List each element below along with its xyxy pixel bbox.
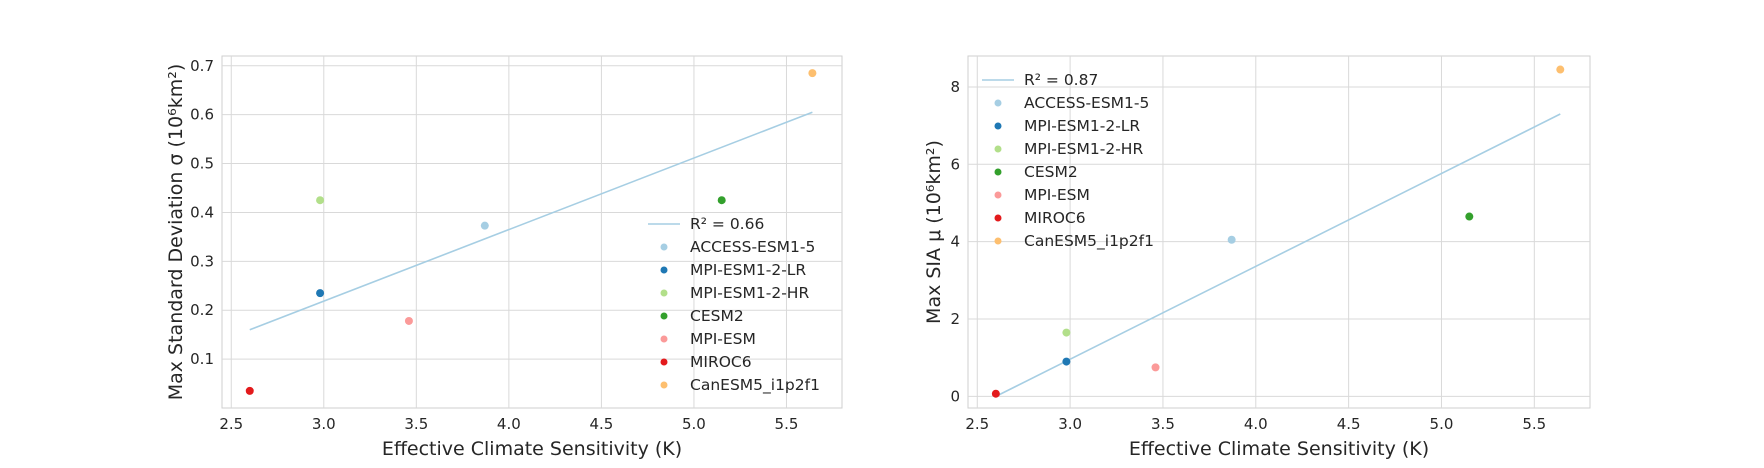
x-tick-label: 5.5 <box>1522 415 1546 433</box>
x-tick-label: 3.0 <box>312 415 336 433</box>
legend-entry-label: CESM2 <box>1024 163 1078 181</box>
legend-entry-label: MPI-ESM <box>690 330 756 348</box>
data-point <box>717 196 726 205</box>
y-tick-label: 8 <box>950 78 960 96</box>
data-point <box>316 289 325 298</box>
legend-marker <box>994 214 1002 222</box>
legend-marker <box>660 289 668 297</box>
legend-marker <box>994 145 1002 153</box>
x-tick-label: 4.0 <box>1244 415 1268 433</box>
regression-line <box>995 113 1561 398</box>
y-tick-label: 0.6 <box>190 106 214 124</box>
right-chart-panel: 2.5 3.0 3.5 4.0 4.5 5.0 5.5 0 2 4 6 8 Effective Clim… <box>923 55 1591 460</box>
legend-entry-label: MPI-ESM1-2-LR <box>690 261 806 279</box>
x-tick-label: 2.5 <box>219 415 243 433</box>
data-point <box>1465 212 1474 221</box>
x-tick-label: 4.5 <box>589 415 613 433</box>
data-point <box>1556 65 1565 74</box>
x-axis-label: Effective Climate Sensitivity (K) <box>382 438 682 460</box>
legend-marker <box>660 381 668 389</box>
legend-fit-label: R² = 0.66 <box>690 215 764 233</box>
legend-entry-label: CanESM5_i1p2f1 <box>1024 232 1154 251</box>
data-point <box>1062 357 1071 366</box>
data-point <box>1151 363 1160 372</box>
legend-marker <box>660 243 668 251</box>
data-point <box>245 386 254 395</box>
x-tick-label: 3.0 <box>1058 415 1082 433</box>
left-chart-panel: 2.5 3.0 3.5 4.0 4.5 5.0 5.5 0.1 0.2 0.3 0.4 0.5 0.6 0… <box>165 55 843 460</box>
x-tick-label: 2.5 <box>965 415 989 433</box>
legend: R² = 0.87 ACCESS-ESM1-5 MPI-ESM1-2-LR MPI-E… <box>982 71 1154 251</box>
x-tick-label: 5.0 <box>1430 415 1454 433</box>
y-tick-label: 4 <box>950 233 960 251</box>
data-point <box>991 389 1000 398</box>
x-tick-label: 5.5 <box>775 415 799 433</box>
y-axis-label: Max SIA μ (10⁶km²) <box>923 140 945 324</box>
legend-marker <box>660 312 668 320</box>
x-axis-label: Effective Climate Sensitivity (K) <box>1129 438 1429 460</box>
y-tick-label: 2 <box>950 310 960 328</box>
y-tick-label: 0.5 <box>190 155 214 173</box>
legend-marker <box>660 335 668 343</box>
data-point <box>1062 328 1071 337</box>
x-tick-label: 3.5 <box>404 415 428 433</box>
legend-marker <box>994 237 1002 245</box>
regression-line <box>249 111 813 331</box>
y-tick-label: 0.2 <box>190 301 214 319</box>
legend-marker <box>994 191 1002 199</box>
legend-marker <box>994 99 1002 107</box>
y-tick-label: 0.7 <box>190 57 214 75</box>
legend-fit-label: R² = 0.87 <box>1024 71 1098 89</box>
legend-entry-label: CanESM5_i1p2f1 <box>690 376 820 395</box>
legend-entry-label: ACCESS-ESM1-5 <box>1024 94 1149 112</box>
legend-entry-label: ACCESS-ESM1-5 <box>690 238 815 256</box>
legend: R² = 0.66 ACCESS-ESM1-5 MPI-ESM1-2-LR MPI-E… <box>648 215 820 395</box>
x-tick-label: 5.0 <box>682 415 706 433</box>
legend-marker <box>994 122 1002 130</box>
data-point <box>316 196 325 205</box>
legend-entry-label: MPI-ESM1-2-HR <box>1024 140 1143 158</box>
y-tick-label: 6 <box>950 155 960 173</box>
data-point <box>480 221 489 230</box>
legend-entry-label: MPI-ESM <box>1024 186 1090 204</box>
legend-entry-label: MIROC6 <box>690 353 752 371</box>
legend-marker <box>660 358 668 366</box>
y-tick-label: 0 <box>950 387 960 405</box>
x-tick-label: 3.5 <box>1151 415 1175 433</box>
y-tick-label: 0.4 <box>190 203 214 221</box>
data-point <box>1227 235 1236 244</box>
y-tick-label: 0.3 <box>190 252 214 270</box>
legend-marker <box>660 266 668 274</box>
x-tick-label: 4.5 <box>1337 415 1361 433</box>
data-point <box>808 69 817 78</box>
plot-area <box>967 55 1591 409</box>
data-point <box>404 316 413 325</box>
legend-entry-label: MPI-ESM1-2-HR <box>690 284 809 302</box>
legend-entry-label: CESM2 <box>690 307 744 325</box>
legend-marker <box>994 168 1002 176</box>
legend-entry-label: MPI-ESM1-2-LR <box>1024 117 1140 135</box>
y-axis-label: Max Standard Deviation σ (10⁶km²) <box>165 64 187 401</box>
x-tick-label: 4.0 <box>497 415 521 433</box>
legend-entry-label: MIROC6 <box>1024 209 1086 227</box>
y-tick-label: 0.1 <box>190 350 214 368</box>
